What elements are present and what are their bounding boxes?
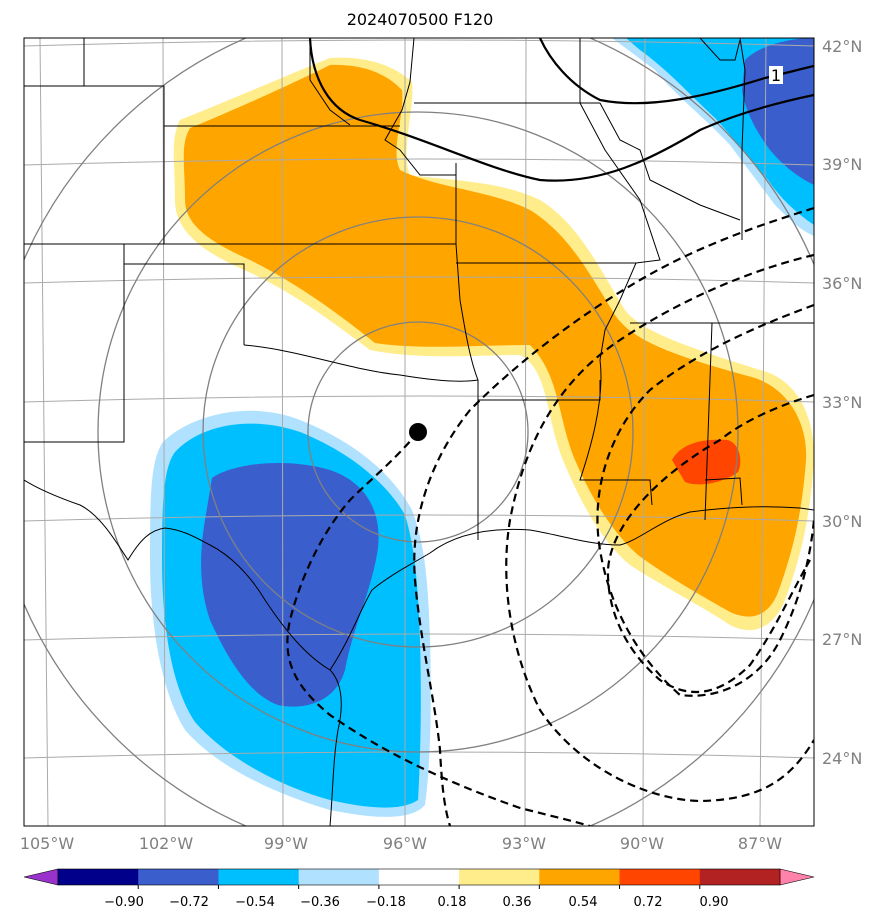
range-rings — [24, 38, 814, 826]
colorbar-outline — [57, 868, 781, 886]
colorbar-segment — [539, 869, 621, 885]
negative-anomaly-northeast — [612, 38, 814, 236]
dashed-contours — [286, 206, 814, 826]
lon-label-87w: 87°W — [737, 834, 783, 853]
colorbar-segment — [378, 869, 460, 885]
lat-label-36n: 36°N — [822, 274, 863, 293]
lon-label-105w: 105°W — [19, 834, 75, 853]
colorbar-extend-left — [23, 868, 59, 886]
map-frame — [23, 37, 815, 827]
solid-contour — [308, 38, 814, 182]
map-borders — [24, 38, 814, 826]
lon-label-96w: 96°W — [382, 834, 428, 853]
colorbar-tick-label: −0.18 — [366, 895, 406, 910]
colorbar-tick-label: 0.36 — [502, 895, 532, 910]
map-title: 2024070500 F120 — [346, 10, 494, 29]
colorbar-tick-label: −0.72 — [169, 895, 209, 910]
colorbar-tick-label: 0.90 — [699, 895, 729, 910]
colorbar-segment — [619, 869, 701, 885]
lat-label-42n: 42°N — [822, 37, 863, 56]
contour-value-label: 1 — [771, 66, 781, 85]
colorbar — [23, 868, 815, 889]
lon-label-90w: 90°W — [619, 834, 665, 853]
colorbar-tick-label: 0.54 — [568, 895, 598, 910]
map-area: 1 — [24, 38, 814, 826]
lat-label-30n: 30°N — [822, 512, 863, 531]
colorbar-tick-label: −0.90 — [104, 895, 144, 910]
colorbar-extend-right — [779, 868, 815, 886]
colorbar-segment — [699, 869, 781, 885]
colorbar-tick-label: 0.72 — [633, 895, 663, 910]
colorbar-tick-label: 0.18 — [437, 895, 467, 910]
colorbar-segment — [459, 869, 540, 885]
colorbar-segment — [298, 869, 380, 885]
colorbar-segment — [58, 869, 139, 885]
colorbar-tick-label: −0.54 — [235, 895, 275, 910]
center-marker — [409, 423, 427, 441]
lon-label-93w: 93°W — [501, 834, 547, 853]
lon-label-102w: 102°W — [138, 834, 194, 853]
lat-label-27n: 27°N — [822, 630, 863, 649]
colorbar-segment — [138, 869, 219, 885]
lon-label-99w: 99°W — [263, 834, 309, 853]
positive-anomaly-band — [173, 57, 814, 630]
colorbar-tick-label: −0.36 — [300, 895, 340, 910]
colorbar-segment — [218, 869, 300, 885]
lat-label-24n: 24°N — [822, 749, 863, 768]
contour-label: 1 — [769, 66, 783, 85]
lat-label-39n: 39°N — [822, 155, 863, 174]
lat-label-33n: 33°N — [822, 393, 863, 412]
